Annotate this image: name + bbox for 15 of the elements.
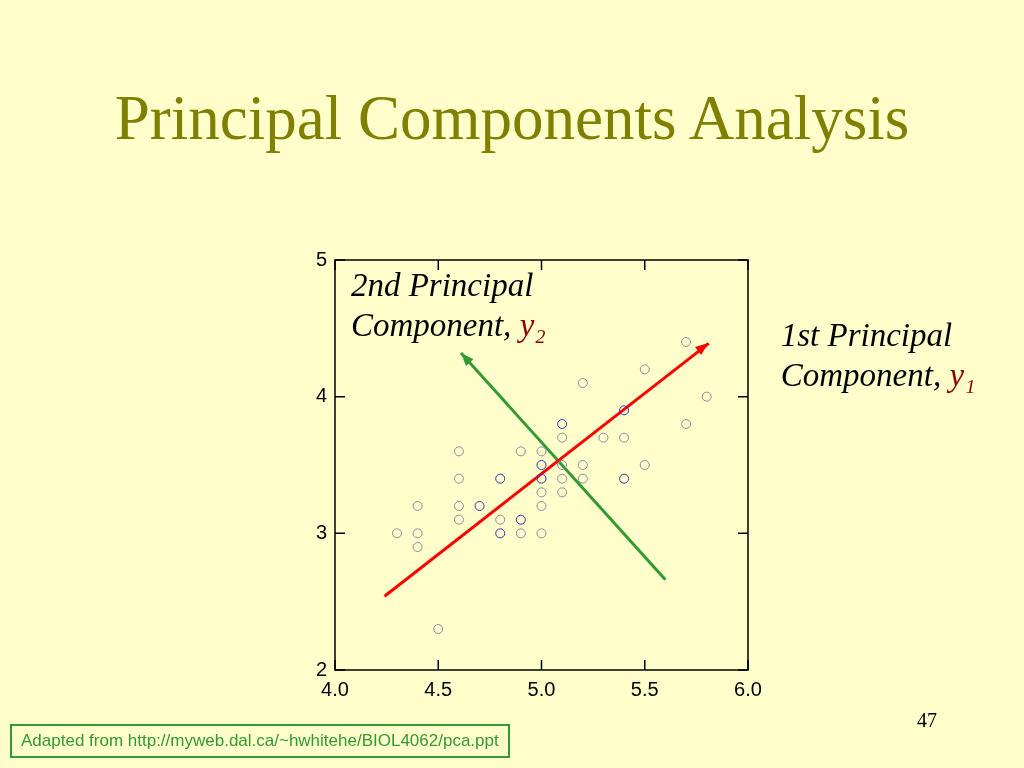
text: 47: [917, 708, 937, 732]
y-tick-label: 4: [315, 384, 327, 407]
point: [433, 624, 444, 634]
series-label: 2nd Principal Component, y₂: [350, 266, 546, 343]
x-tick-label: 4.0: [321, 677, 349, 700]
legend-label: 1st Principal Component, y₁: [780, 317, 976, 394]
y-tick-label: 2: [315, 657, 327, 680]
x-tick-label: 6.0: [734, 677, 762, 700]
y-tick-label: 5: [315, 247, 327, 270]
x-tick-label: 5.5: [630, 677, 659, 700]
x-tick-label: 4.5: [424, 677, 453, 700]
chart-title: Principal Components Analysis: [113, 82, 911, 154]
y-tick-label: 3: [315, 520, 327, 543]
text: Adapted from http://myweb.dal.ca/~hwhitehe/BIOL4062/pca.ppt: [10, 724, 510, 758]
x-tick-label: 5.0: [527, 677, 556, 700]
